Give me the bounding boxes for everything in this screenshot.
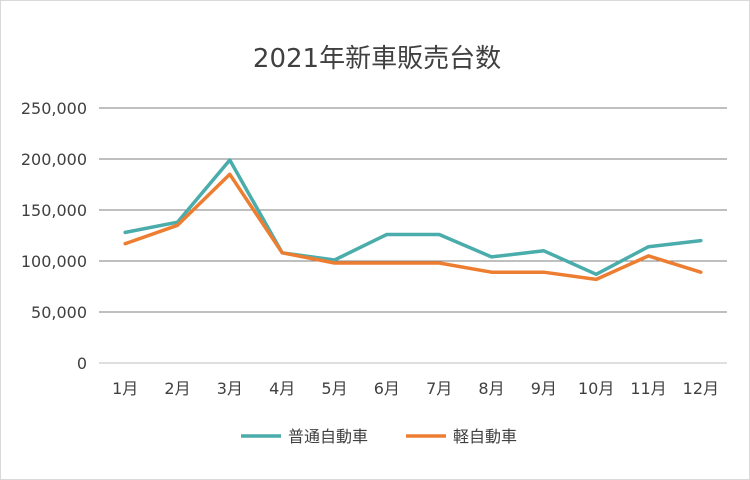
x-tick-label: 4月 (269, 379, 295, 398)
legend-label: 軽自動車 (453, 427, 517, 446)
x-tick-label: 6月 (374, 379, 400, 398)
series-line-0 (123, 158, 703, 277)
y-tick-label: 200,000 (21, 150, 87, 169)
series-line-1 (123, 172, 703, 282)
y-tick-labels: 0 50,000 100,000 150,000 200,000 250,000 (21, 99, 87, 373)
y-tick-label: 150,000 (21, 201, 87, 220)
x-tick-label: 7月 (426, 379, 452, 398)
grid-lines (99, 107, 727, 364)
y-tick-label: 250,000 (21, 99, 87, 118)
x-tick-label: 8月 (478, 379, 504, 398)
series-lines (123, 158, 703, 282)
x-tick-label: 1月 (112, 379, 138, 398)
y-tick-label: 100,000 (21, 252, 87, 271)
x-tick-labels: 1月 2月 3月 4月 5月 6月 7月 8月 9月 10月 11月 12月 (112, 379, 719, 398)
chart-title: 2021年新車販売台数 (253, 44, 501, 74)
y-tick-label: 50,000 (31, 303, 87, 322)
legend: 普通自動車 軽自動車 (241, 427, 517, 446)
x-tick-label: 11月 (630, 379, 666, 398)
x-tick-label: 10月 (578, 379, 614, 398)
x-tick-label: 5月 (321, 379, 347, 398)
x-tick-label: 9月 (531, 379, 557, 398)
x-tick-label: 2月 (164, 379, 190, 398)
x-tick-label: 12月 (683, 379, 719, 398)
y-tick-label: 0 (77, 354, 87, 373)
legend-label: 普通自動車 (288, 427, 368, 446)
x-tick-label: 3月 (217, 379, 243, 398)
